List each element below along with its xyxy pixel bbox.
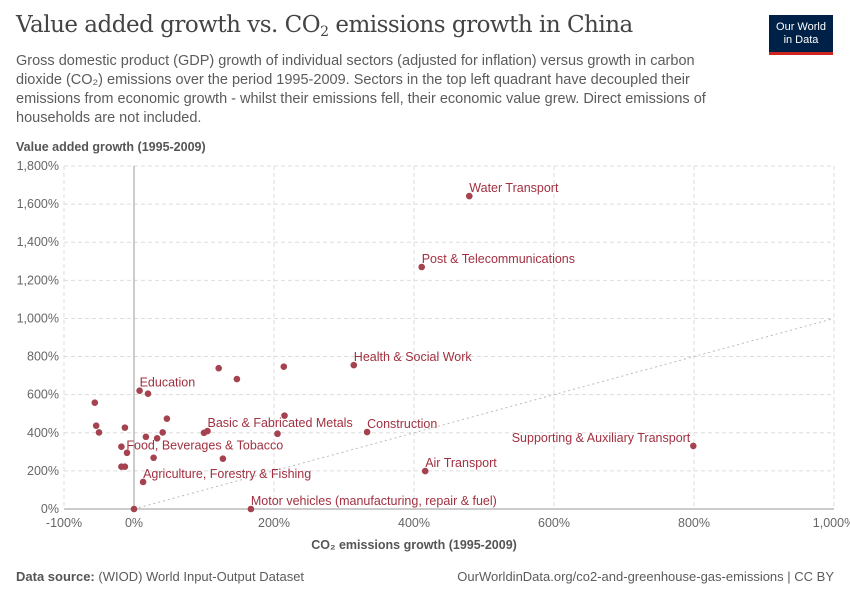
y-tick-label: 1,400% <box>17 235 59 249</box>
x-tick-label: 0% <box>125 516 143 530</box>
chart-subtitle: Gross domestic product (GDP) growth of i… <box>16 53 706 126</box>
x-tick-label: 800% <box>678 516 710 530</box>
logo-line2: in Data <box>783 33 819 46</box>
logo-line1: Our World <box>776 20 826 33</box>
point-label: Post & Telecommunications <box>422 252 575 266</box>
y-tick-label: 600% <box>27 388 59 402</box>
point-label: Supporting & Auxiliary Transport <box>512 431 691 445</box>
data-point <box>139 478 147 486</box>
x-axis-label: CO₂ emissions growth (1995-2009) <box>311 538 517 552</box>
data-point <box>421 467 429 475</box>
owid-logo[interactable]: Our World in Data <box>769 15 833 55</box>
data-point <box>130 505 138 513</box>
data-point <box>233 375 241 383</box>
y-tick-label: 1,600% <box>17 197 59 211</box>
chart-title: Value added growth vs. CO2 emissions gro… <box>16 12 633 40</box>
point-label: Basic & Fabricated Metals <box>208 416 353 430</box>
point-label: Education <box>140 376 196 390</box>
x-tick-label: 1,000% <box>813 516 850 530</box>
data-point <box>247 505 255 513</box>
data-source: Data source: (WIOD) World Input-Output D… <box>16 569 304 584</box>
data-point <box>123 449 131 457</box>
title-text: Value added growth vs. CO <box>16 12 321 38</box>
point-label: Motor vehicles (manufacturing, repair & … <box>251 494 497 508</box>
y-axis-label: Value added growth (1995-2009) <box>16 140 206 154</box>
source-text[interactable]: (WIOD) World Input-Output Dataset <box>98 569 305 584</box>
data-point <box>95 429 103 436</box>
point-label: Food, Beverages & Tobacco <box>126 439 283 453</box>
data-point <box>150 454 157 462</box>
source-url[interactable]: OurWorldinData.org/co2-and-greenhouse-ga… <box>457 569 834 584</box>
data-point <box>363 428 371 436</box>
y-tick-label: 800% <box>27 350 59 364</box>
point-label: Water Transport <box>469 181 559 195</box>
data-point <box>466 192 473 200</box>
x-tick-label: 600% <box>538 516 570 530</box>
data-point <box>91 399 99 406</box>
data-point <box>215 364 222 372</box>
data-point <box>159 429 166 436</box>
data-point <box>121 424 129 431</box>
data-point <box>281 412 288 419</box>
data-point <box>219 455 227 462</box>
x-tick-label: 200% <box>258 516 290 530</box>
source-label: Data source: <box>16 569 95 584</box>
data-point <box>418 263 426 271</box>
data-point <box>92 422 100 430</box>
reference-line-y-equals-x <box>133 317 835 510</box>
data-point <box>142 433 150 441</box>
title-text-end: emissions growth in China <box>328 12 633 38</box>
data-point <box>121 463 129 470</box>
data-point <box>153 435 161 442</box>
y-tick-label: 1,200% <box>17 273 59 287</box>
data-point <box>144 390 152 398</box>
data-point <box>163 415 171 422</box>
data-point <box>200 429 208 437</box>
x-tick-label: -100% <box>46 516 82 530</box>
data-point <box>350 361 358 369</box>
point-label: Health & Social Work <box>354 350 473 364</box>
y-tick-label: 1,800% <box>17 159 59 173</box>
title-subscript: 2 <box>320 24 329 40</box>
data-point <box>280 363 288 370</box>
y-tick-label: 400% <box>27 426 59 440</box>
y-tick-label: 1,000% <box>17 311 59 325</box>
data-point <box>690 442 697 450</box>
data-point <box>274 430 281 438</box>
y-tick-label: 0% <box>41 502 59 516</box>
point-label: Agriculture, Forestry & Fishing <box>143 467 311 481</box>
point-label: Air Transport <box>425 456 497 470</box>
data-point <box>136 387 143 394</box>
y-tick-label: 200% <box>27 464 59 478</box>
x-tick-label: 400% <box>398 516 430 530</box>
data-point <box>118 443 125 450</box>
point-label: Construction <box>367 417 437 431</box>
